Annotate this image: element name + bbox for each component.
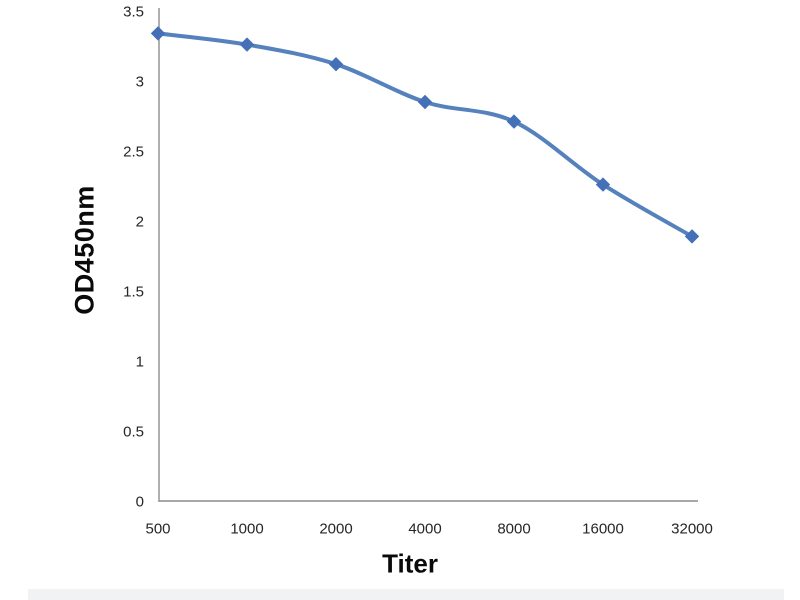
x-tick-label: 4000 <box>408 520 441 537</box>
y-tick-label: 3 <box>136 73 144 90</box>
y-tick-label: 0 <box>136 493 144 510</box>
y-tick-label: 2.5 <box>123 143 144 160</box>
y-tick-label: 1.5 <box>123 283 144 300</box>
data-point-marker <box>506 114 522 129</box>
x-axis-title: Titer <box>382 548 438 579</box>
x-tick-label: 500 <box>145 520 170 537</box>
data-point-marker <box>595 177 611 192</box>
data-point-marker <box>417 94 433 110</box>
x-tick-label: 1000 <box>230 520 263 537</box>
data-point-marker <box>328 56 344 72</box>
data-point-marker <box>150 26 166 41</box>
y-tick-label: 1 <box>136 353 144 370</box>
y-tick-label: 0.5 <box>123 423 144 440</box>
y-axis-title: OD450nm <box>69 185 100 315</box>
x-tick-label: 32000 <box>671 520 713 537</box>
data-point-marker <box>684 229 700 244</box>
y-tick-label: 2 <box>136 213 144 230</box>
x-tick-label: 8000 <box>497 520 530 537</box>
data-point-marker <box>239 37 255 52</box>
series-line <box>156 31 694 239</box>
x-tick-label: 2000 <box>319 520 352 537</box>
photo-edge-artifact <box>28 589 784 600</box>
x-tick-label: 16000 <box>582 520 624 537</box>
y-tick-label: 3.5 <box>123 3 144 20</box>
